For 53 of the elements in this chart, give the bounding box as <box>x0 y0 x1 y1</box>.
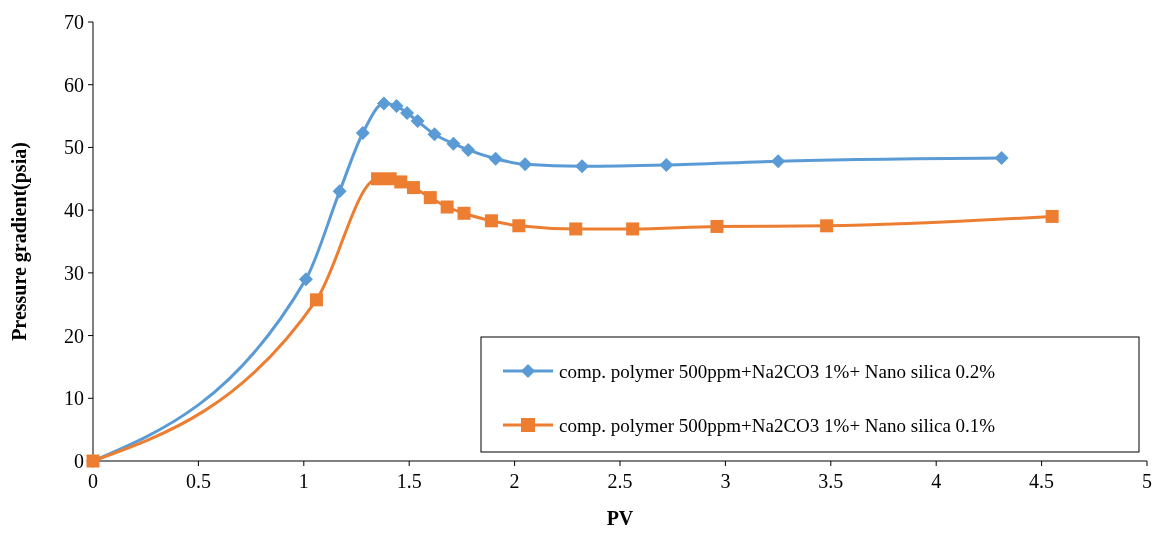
x-tick-label: 2 <box>509 470 520 492</box>
legend-label: comp. polymer 500ppm+Na2CO3 1%+ Nano silica 0.1% <box>559 414 996 436</box>
y-tick-label: 70 <box>64 11 84 33</box>
x-tick-label: 5 <box>1142 470 1152 492</box>
point <box>371 172 385 186</box>
point <box>410 114 425 129</box>
point <box>575 159 590 174</box>
legend-label: comp. polymer 500ppm+Na2CO3 1%+ Nano silica 0.2% <box>559 360 996 382</box>
point <box>710 219 724 233</box>
point <box>423 191 437 205</box>
x-axis-title: PV <box>606 507 634 529</box>
point <box>1045 209 1059 223</box>
point <box>389 99 404 114</box>
point <box>440 200 454 214</box>
point <box>298 272 313 287</box>
y-tick-label: 40 <box>64 199 84 222</box>
point <box>626 222 640 236</box>
point <box>406 181 420 195</box>
x-tick-label: 1 <box>298 470 309 492</box>
point <box>994 151 1009 166</box>
point <box>427 127 442 142</box>
point <box>512 219 526 233</box>
x-tick-label: 3 <box>720 470 731 492</box>
point <box>400 105 415 120</box>
point <box>484 214 498 228</box>
point <box>376 96 391 111</box>
point <box>659 157 674 172</box>
point <box>820 219 834 233</box>
point <box>488 151 503 166</box>
point <box>771 154 786 169</box>
point <box>332 184 347 199</box>
y-tick-label: 10 <box>64 387 84 410</box>
y-tick-label: 20 <box>64 324 84 347</box>
x-tick-label: 4.5 <box>1029 470 1055 492</box>
point <box>569 222 583 236</box>
y-tick-label: 0 <box>74 450 84 472</box>
point <box>446 136 461 151</box>
x-tick-label: 0 <box>88 470 98 492</box>
point <box>518 157 533 172</box>
point <box>461 142 476 157</box>
x-tick-label: 2.5 <box>607 470 633 492</box>
y-tick-label: 60 <box>64 73 84 96</box>
point <box>309 293 323 307</box>
y-tick-label: 50 <box>64 136 84 159</box>
y-tick-label: 30 <box>64 261 84 284</box>
point <box>355 126 370 140</box>
point <box>394 175 408 189</box>
x-tick-label: 3.5 <box>818 470 844 492</box>
x-tick-label: 1.5 <box>396 470 422 492</box>
x-tick-label: 4 <box>931 470 942 492</box>
x-tick-label: 0.5 <box>185 470 211 492</box>
point <box>457 206 471 220</box>
y-axis-title: Pressure gradient(psia) <box>8 142 31 341</box>
